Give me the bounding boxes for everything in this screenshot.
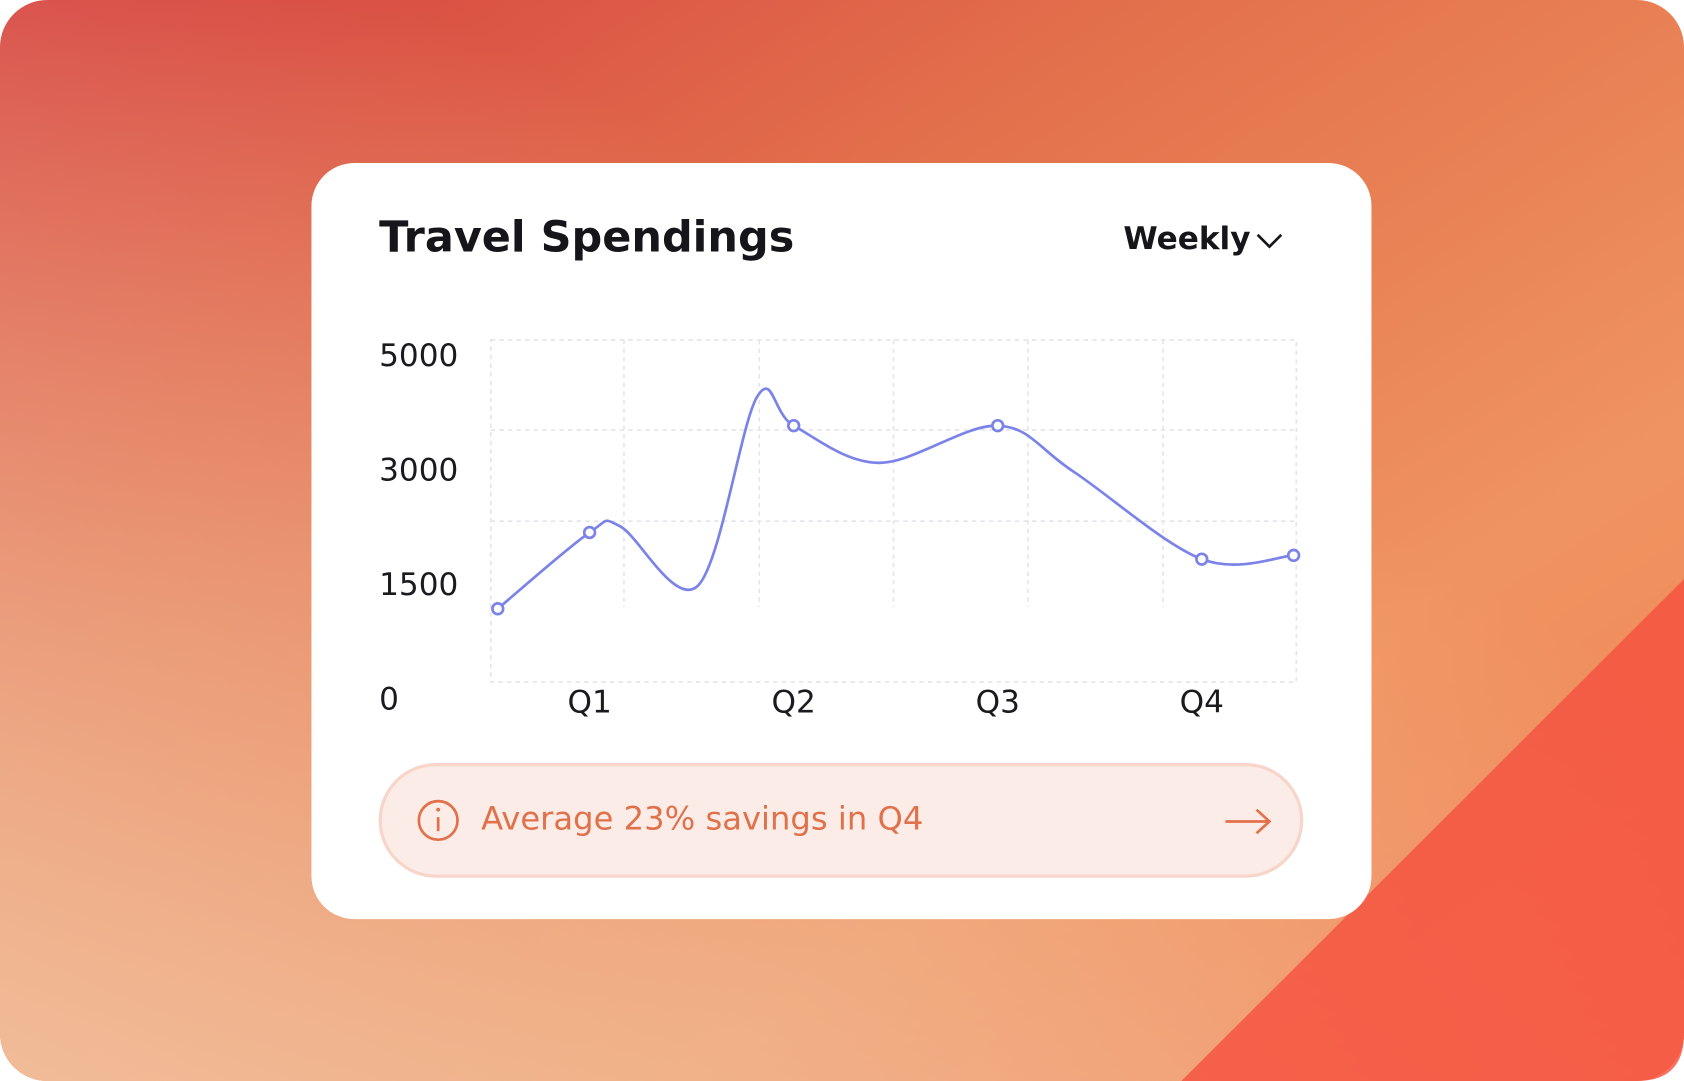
dropdown-label[interactable]: Weekly [1123,221,1250,257]
y-tick-label: 0 [379,681,399,717]
point [1195,552,1209,566]
banner-text: Average 23% savings in Q4 [481,799,923,837]
chevron [1256,233,1283,249]
plot: 0 1500 3000 5000 Q1 Q2 Q3 Q4 [379,338,1301,721]
point [991,418,1005,433]
point [491,602,505,616]
point [582,525,597,540]
card [311,163,1372,920]
y-tick-label: 1500 [379,567,458,603]
y-tick-label: 5000 [379,338,458,374]
arrow-icon [1225,808,1272,835]
y-tick-label: 3000 [379,452,458,488]
grid-decor [490,339,1298,683]
x-tick-label: Q2 [772,685,816,721]
info-icon [417,799,459,842]
x-tick-label: Q4 [1180,685,1224,721]
dropdown[interactable]: Weekly [1123,221,1283,257]
x-tick-label: Q1 [567,685,611,721]
insight-banner[interactable]: Average 23% savings in Q4 [378,763,1304,878]
info-icon-dot [436,807,441,812]
chart-title: Travel Spendings [379,213,794,263]
point [1286,548,1301,563]
point [786,418,801,433]
banner-box[interactable] [378,763,1304,878]
x-tick-label: Q3 [976,685,1020,721]
